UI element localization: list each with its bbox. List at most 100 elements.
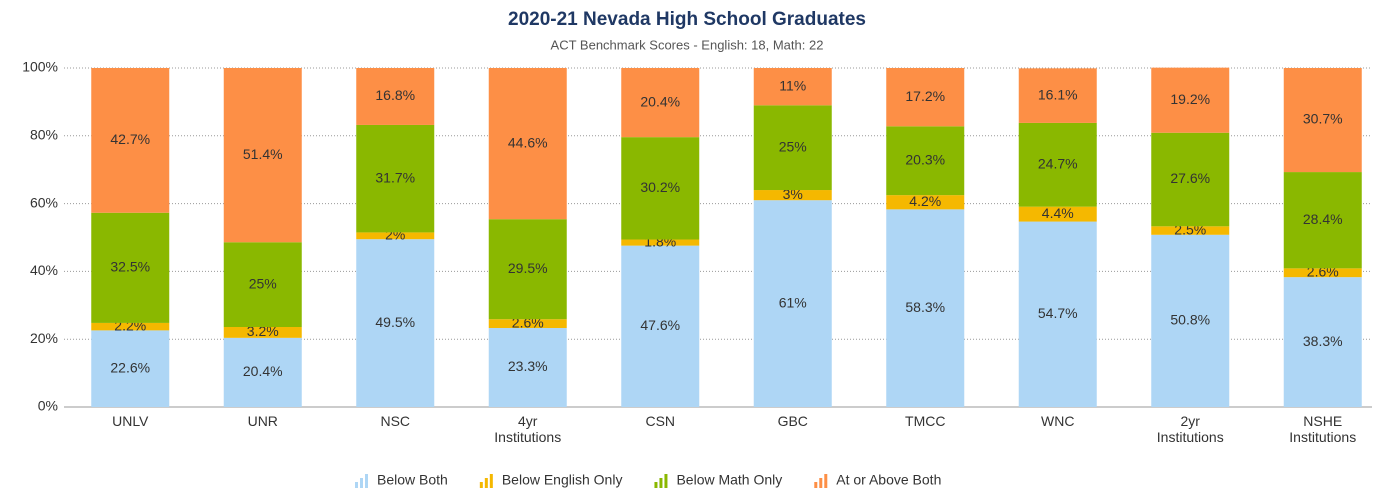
legend-icon xyxy=(814,482,818,488)
value-label: 16.8% xyxy=(375,87,415,103)
legend-icon xyxy=(664,474,668,488)
value-label: 28.4% xyxy=(1303,211,1343,227)
value-label: 27.6% xyxy=(1170,170,1210,186)
bar-segment xyxy=(488,319,567,329)
bar-segment xyxy=(1018,206,1097,222)
value-label: 51.4% xyxy=(243,146,283,162)
value-label: 29.5% xyxy=(508,260,548,276)
chart-title: 2020-21 Nevada High School Graduates xyxy=(508,9,866,30)
bar-segment xyxy=(488,68,567,220)
y-tick-label: 20% xyxy=(30,330,58,346)
legend-icon xyxy=(355,482,358,488)
legend-icon xyxy=(360,478,363,488)
bar-segment xyxy=(753,200,832,407)
x-tick-label: CSN xyxy=(645,413,676,429)
value-label: 42.7% xyxy=(110,131,150,147)
bar-segment xyxy=(91,212,170,323)
x-tick-label: 4yr Institutions xyxy=(494,413,562,445)
value-label: 54.7% xyxy=(1038,305,1078,321)
bar-segment xyxy=(1283,68,1362,173)
bar-segment xyxy=(488,328,567,407)
legend-icon xyxy=(824,474,828,488)
bar-segment xyxy=(223,337,302,407)
bar-segment xyxy=(1283,277,1362,407)
bar-segment xyxy=(621,245,700,407)
bar-segment xyxy=(1151,226,1230,235)
value-label: 25% xyxy=(779,138,807,154)
bar-segment xyxy=(356,68,435,125)
bar-segment xyxy=(91,330,170,407)
value-label: 30.7% xyxy=(1303,111,1343,127)
legend-icon xyxy=(659,478,663,488)
bar-segment xyxy=(223,242,302,327)
y-tick-label: 60% xyxy=(30,194,58,210)
value-label: 38.3% xyxy=(1303,333,1343,349)
value-label: 32.5% xyxy=(110,259,150,275)
value-label: 3.2% xyxy=(247,323,279,339)
bar-segment xyxy=(91,68,170,213)
legend-icon xyxy=(489,474,493,488)
bar-segment xyxy=(621,137,700,240)
x-tick-label: WNC xyxy=(1041,413,1075,429)
legend-label: Below Both xyxy=(377,472,448,488)
value-label: 61% xyxy=(779,294,807,310)
x-tick-label: NSC xyxy=(380,413,411,429)
value-label: 44.6% xyxy=(508,134,548,150)
bar-segment xyxy=(488,219,567,320)
value-label: 22.6% xyxy=(110,359,150,375)
value-label: 47.6% xyxy=(640,317,680,333)
x-tick-label: 2yr Institutions xyxy=(1156,413,1224,445)
value-label: 19.2% xyxy=(1170,91,1210,107)
y-tick-label: 40% xyxy=(30,262,58,278)
bar-segment xyxy=(356,239,435,407)
bar-segment xyxy=(886,195,965,210)
value-label: 30.2% xyxy=(640,179,680,195)
bar-segment xyxy=(223,326,302,338)
value-label: 4.4% xyxy=(1042,205,1074,221)
bar-segment xyxy=(91,322,170,331)
bar-segment xyxy=(1151,132,1230,227)
bar-segment xyxy=(753,105,832,191)
bar-segment xyxy=(1283,172,1362,269)
y-tick-label: 80% xyxy=(30,127,58,143)
value-label: 20.4% xyxy=(640,93,680,109)
legend-icon xyxy=(819,478,823,488)
bar-segment xyxy=(1283,268,1362,278)
bar-segment xyxy=(1151,67,1230,133)
bar-segment xyxy=(1018,221,1097,407)
bar-segment xyxy=(1018,68,1097,123)
value-label: 17.2% xyxy=(905,88,945,104)
x-tick-label: GBC xyxy=(777,413,808,429)
value-label: 50.8% xyxy=(1170,312,1210,328)
value-label: 16.1% xyxy=(1038,86,1078,102)
bar-segment xyxy=(886,126,965,196)
chart-subtitle: ACT Benchmark Scores - English: 18, Math… xyxy=(551,37,824,52)
legend-label: Below English Only xyxy=(502,472,623,488)
legend-icon xyxy=(654,482,658,488)
value-label: 4.2% xyxy=(909,193,941,209)
bar-segment xyxy=(753,190,832,201)
bar-segment xyxy=(356,232,435,240)
value-label: 24.7% xyxy=(1038,155,1078,171)
value-label: 49.5% xyxy=(375,314,415,330)
x-tick-label: NSHE Institutions xyxy=(1289,413,1357,445)
bar-segment xyxy=(1151,234,1230,407)
bar-segment xyxy=(1018,122,1097,207)
legend-icon xyxy=(484,478,488,488)
legend-label: Below Math Only xyxy=(676,472,782,488)
bar-segment xyxy=(621,68,700,138)
bar-segment xyxy=(223,68,302,243)
legend-icon xyxy=(365,474,368,488)
value-label: 11% xyxy=(779,77,806,93)
x-tick-label: UNLV xyxy=(112,413,149,429)
legend-icon xyxy=(479,482,483,488)
y-tick-label: 100% xyxy=(22,59,58,75)
value-label: 23.3% xyxy=(508,358,548,374)
bar-segment xyxy=(621,239,700,246)
x-tick-label: TMCC xyxy=(905,413,946,429)
bar-segment xyxy=(886,68,965,127)
value-label: 25% xyxy=(249,275,277,291)
legend-label: At or Above Both xyxy=(836,472,941,488)
